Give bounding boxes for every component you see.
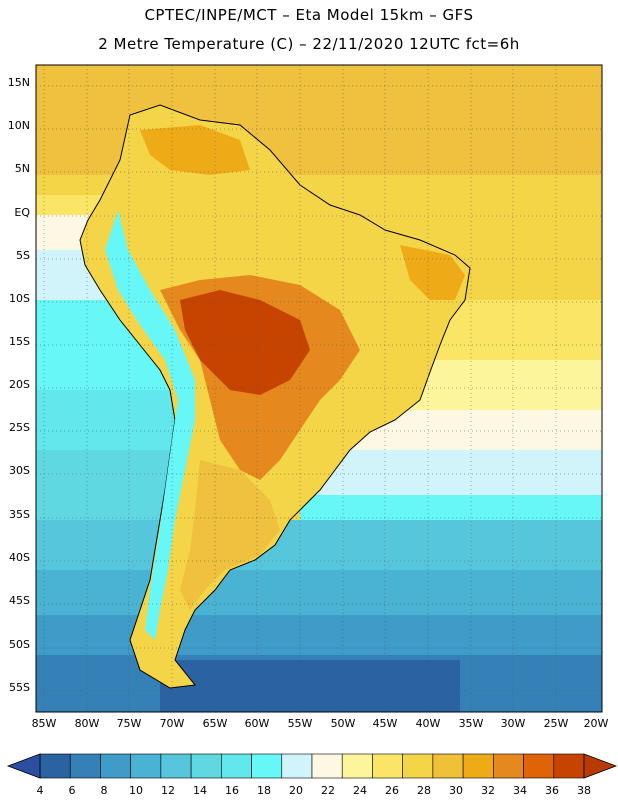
colorbar-tick: 8 (101, 784, 108, 797)
temperature-colorbar: 4 6 8 10 12 14 16 18 20 22 24 26 28 30 3… (6, 753, 618, 797)
lon-label: 25W (544, 717, 569, 730)
colorbar-swatch (372, 753, 403, 779)
lon-label: 75W (117, 717, 142, 730)
hottest-core-region (180, 290, 310, 395)
colorbar-tick: 10 (129, 784, 143, 797)
colorbar-tick: 30 (449, 784, 463, 797)
colorbar-swatch (553, 753, 585, 779)
lon-label: 30W (501, 717, 526, 730)
lat-label: 40S (9, 551, 30, 564)
lat-label: 5S (16, 249, 30, 262)
lon-label: 35W (459, 717, 484, 730)
southern-cone-land (180, 460, 280, 610)
colorbar-swatch (251, 753, 283, 779)
andes-cold-strip (105, 210, 195, 640)
colorbar-tick: 26 (385, 784, 399, 797)
lon-label: 70W (160, 717, 185, 730)
colorbar-tick: 18 (257, 784, 271, 797)
colorbar-swatch (402, 753, 434, 779)
lat-label: 20S (9, 378, 30, 391)
colorbar-tick: 28 (417, 784, 431, 797)
lat-label: 25S (9, 421, 30, 434)
colorbar-tick: 14 (193, 784, 207, 797)
lat-label: 15S (9, 335, 30, 348)
northern-warm-region (140, 125, 250, 175)
colorbar-tick: 34 (513, 784, 527, 797)
map-title-line2: 2 Metre Temperature (C) – 22/11/2020 12U… (98, 35, 520, 53)
latitude-axis: 15N 10N 5N EQ 5S 10S 15S 20S 25S 30S 35S… (8, 76, 31, 694)
lat-label: 35S (9, 508, 30, 521)
colorbar-swatch (100, 753, 131, 779)
landmass (79, 104, 471, 689)
lon-label: 80W (75, 717, 100, 730)
colorbar-tick: 38 (577, 784, 591, 797)
lat-label: 30S (9, 464, 30, 477)
colorbar-over-arrow (583, 753, 618, 779)
lon-label: 20W (584, 717, 609, 730)
lat-label: EQ (14, 206, 30, 219)
colorbar-swatch (493, 753, 524, 779)
lat-label: 15N (8, 76, 30, 89)
colorbar-swatch (523, 753, 555, 779)
lat-label: 45S (9, 594, 30, 607)
colorbar-tick: 6 (69, 784, 76, 797)
lon-label: 45W (373, 717, 398, 730)
lon-label: 65W (203, 717, 228, 730)
colorbar-swatch (311, 753, 343, 779)
colorbar-swatch (39, 753, 71, 779)
colorbar-swatch (341, 753, 373, 779)
colorbar-swatch (69, 753, 101, 779)
colorbar-swatch (160, 753, 192, 779)
lon-label: 60W (245, 717, 270, 730)
lat-label: 5N (15, 162, 30, 175)
colorbar-swatch (432, 753, 464, 779)
colorbar-tick: 12 (161, 784, 175, 797)
colorbar-tick: 24 (353, 784, 367, 797)
longitude-axis: 85W 80W 75W 70W 65W 60W 55W 50W 45W 40W … (32, 717, 609, 730)
map-title-line1: CPTEC/INPE/MCT – Eta Model 15km – GFS (144, 6, 474, 24)
colorbar-swatch (190, 753, 222, 779)
colorbar-tick: 20 (289, 784, 303, 797)
lat-label: 50S (9, 638, 30, 651)
colorbar-tick: 16 (225, 784, 239, 797)
lon-label: 55W (288, 717, 313, 730)
colorbar-tick: 36 (545, 784, 559, 797)
colorbar-swatch (130, 753, 162, 779)
map-frame (35, 64, 603, 713)
colorbar-swatch (221, 753, 252, 779)
colorbar-swatch (281, 753, 313, 779)
lat-label: 55S (9, 681, 30, 694)
lon-label: 85W (32, 717, 57, 730)
lon-label: 40W (416, 717, 441, 730)
colorbar-tick: 32 (481, 784, 495, 797)
lat-label: 10N (8, 119, 30, 132)
lat-label: 10S (9, 292, 30, 305)
colorbar-tick: 22 (321, 784, 335, 797)
colorbar-swatch (462, 753, 494, 779)
colorbar-tick: 4 (37, 784, 44, 797)
colorbar-under-arrow (6, 753, 41, 779)
lon-label: 50W (331, 717, 356, 730)
